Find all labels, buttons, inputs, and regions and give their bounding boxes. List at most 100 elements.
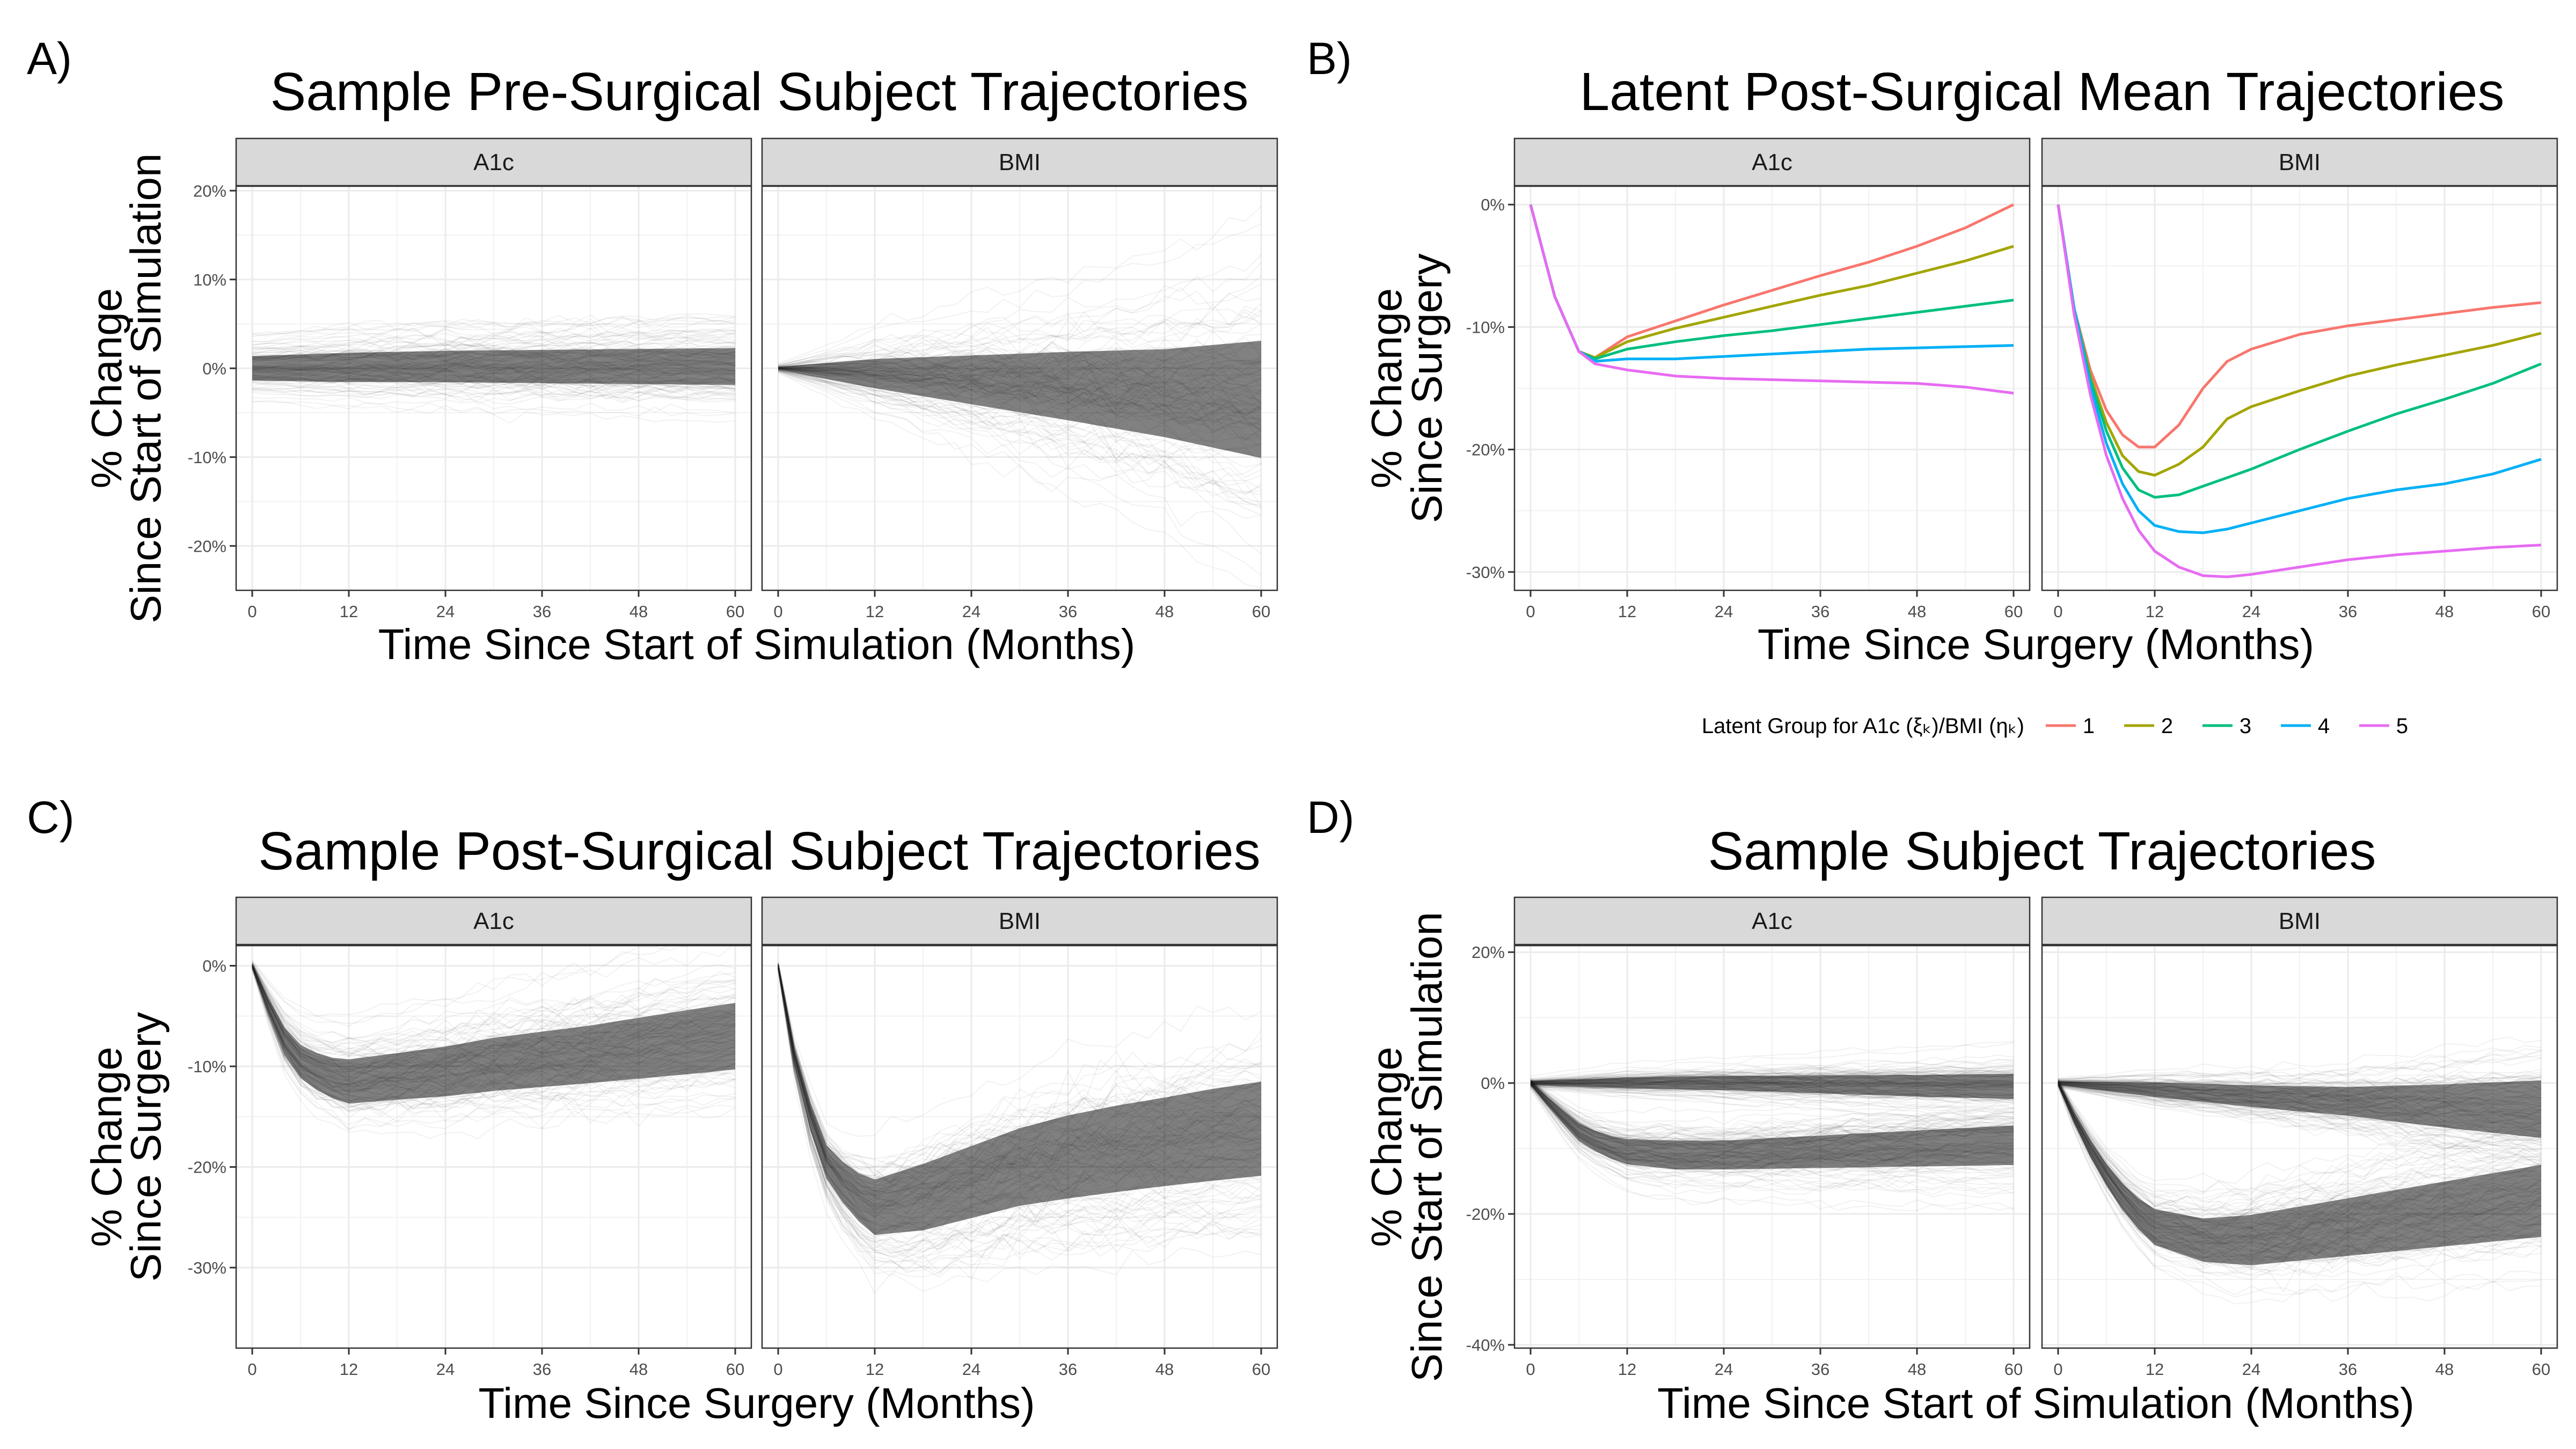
trajectory xyxy=(1530,1086,2014,1119)
trajectory xyxy=(778,370,1262,505)
legend-label: 2 xyxy=(2161,714,2173,738)
trajectory xyxy=(252,968,736,1131)
trajectory xyxy=(1530,1087,2014,1124)
x-tick-label: 12 xyxy=(866,602,884,621)
trajectory xyxy=(778,969,1262,1272)
facet-strip xyxy=(235,137,752,187)
trajectory-bundle xyxy=(778,961,1262,1294)
trajectory xyxy=(1530,1085,2014,1114)
trajectory xyxy=(778,968,1262,1253)
trajectory xyxy=(1530,1086,2014,1189)
panel-letter: B) xyxy=(1307,33,1352,84)
trajectory xyxy=(252,963,736,1058)
trajectory-core xyxy=(1531,1081,2014,1170)
x-tick-label: 36 xyxy=(2339,1360,2357,1379)
trajectory xyxy=(778,369,1262,468)
legend-label: 3 xyxy=(2240,714,2251,738)
trajectory xyxy=(2058,1085,2542,1167)
panel-letter: A) xyxy=(27,33,72,84)
trajectory xyxy=(778,316,1262,367)
trajectory-bundle xyxy=(2058,1078,2542,1305)
chart-title: Sample Subject Trajectories xyxy=(1708,821,2376,881)
data-layer xyxy=(252,313,736,424)
trajectory xyxy=(252,962,736,1046)
x-tick-label: 60 xyxy=(726,1360,744,1379)
x-tick-label: 48 xyxy=(2435,602,2454,621)
x-tick-label: 48 xyxy=(2435,1360,2454,1379)
trajectory xyxy=(252,332,736,350)
data-layer xyxy=(1530,1041,2014,1211)
data-layer xyxy=(778,206,1262,589)
x-tick-label: 12 xyxy=(866,1360,884,1379)
trajectory xyxy=(2058,1085,2542,1278)
trajectory-bundle xyxy=(252,313,736,424)
x-tick-label: 0 xyxy=(1526,1360,1535,1379)
trajectory xyxy=(778,369,1262,495)
trajectory xyxy=(2058,1084,2542,1142)
trajectory xyxy=(252,397,736,413)
series-line-group-2 xyxy=(2057,204,2542,477)
trajectory xyxy=(1530,1085,2014,1101)
trajectory xyxy=(778,370,1262,495)
trajectory xyxy=(1530,1085,2014,1177)
trajectory xyxy=(778,968,1262,1249)
trajectory xyxy=(2058,1071,2542,1088)
trajectory xyxy=(1530,1086,2014,1195)
trajectory xyxy=(1530,1079,2014,1138)
trajectory xyxy=(778,369,1262,460)
trajectory xyxy=(778,970,1262,1294)
trajectory xyxy=(2058,1081,2542,1222)
y-axis-label: % Change xyxy=(1363,1046,1410,1247)
panel-d: D) Sample Subject Trajectories -40% -20% 0% 2… xyxy=(1307,792,2558,1427)
y-tick-label: 0% xyxy=(202,359,226,378)
series-line-group-3 xyxy=(2057,204,2542,499)
trajectory xyxy=(252,962,736,1040)
legend-label: 4 xyxy=(2318,714,2330,738)
trajectory xyxy=(2058,1056,2542,1080)
trajectory xyxy=(1530,1054,2014,1079)
trajectory xyxy=(778,968,1262,1254)
x-tick-label: 48 xyxy=(630,602,648,621)
trajectory xyxy=(252,375,736,393)
trajectory xyxy=(252,385,736,401)
trajectory xyxy=(2058,1067,2542,1087)
trajectory xyxy=(2058,1044,2542,1080)
trajectory xyxy=(778,370,1262,508)
trajectory xyxy=(2058,1036,2542,1079)
trajectory xyxy=(1530,1078,2014,1125)
trajectory xyxy=(1530,1067,2014,1081)
series-line-group-5 xyxy=(2057,204,2542,579)
facet-strip xyxy=(235,896,752,946)
trajectory xyxy=(778,969,1262,1262)
trajectory xyxy=(2058,1087,2542,1305)
trajectory xyxy=(2058,1080,2542,1213)
trajectory xyxy=(1530,1064,2014,1080)
trajectory xyxy=(2058,1086,2542,1296)
trajectory xyxy=(252,384,736,399)
y-axis-label: Since Start of Simulation xyxy=(122,153,170,624)
data-layer xyxy=(1529,203,2015,395)
trajectory xyxy=(778,371,1262,554)
trajectory xyxy=(2058,1085,2542,1293)
trajectory xyxy=(2058,1057,2542,1080)
facet-a1c: A1c 0 12 24 36 48 60 xyxy=(235,137,752,621)
series-line-group-1 xyxy=(2057,204,2542,449)
x-tick-label: 48 xyxy=(1908,1360,1926,1379)
trajectory xyxy=(2058,1075,2542,1089)
trajectory xyxy=(778,969,1262,1275)
trajectory xyxy=(252,332,736,358)
trajectory xyxy=(252,962,736,1044)
trajectory xyxy=(252,968,736,1127)
trajectory xyxy=(778,309,1262,367)
trajectory-bundle xyxy=(252,946,736,1139)
trajectory xyxy=(1530,1063,2014,1082)
panel-border xyxy=(761,185,1278,591)
trajectory-bundle xyxy=(1530,1041,2014,1124)
facet-a1c: A1c 0 12 24 36 48 60 xyxy=(235,896,752,1379)
trajectory xyxy=(2058,1049,2542,1080)
x-tick-label: 48 xyxy=(630,1360,648,1379)
facet-label: BMI xyxy=(999,908,1041,934)
x-tick-label: 24 xyxy=(436,1360,455,1379)
x-tick-label: 24 xyxy=(962,1360,980,1379)
trajectory xyxy=(778,372,1262,589)
